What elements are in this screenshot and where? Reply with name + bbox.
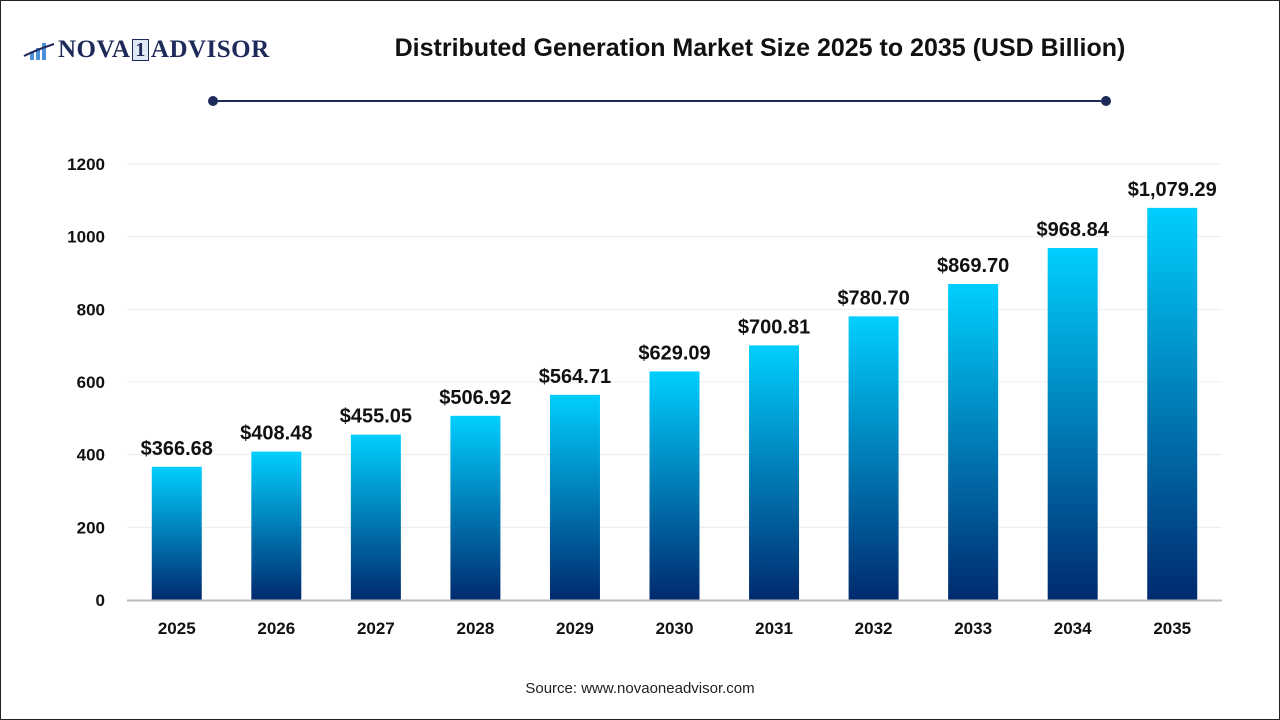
- bar: [151, 466, 202, 600]
- title-divider: [213, 100, 1106, 102]
- logo-bars-icon: [23, 43, 55, 60]
- y-tick-label: 1200: [67, 155, 105, 174]
- data-label: $564.71: [539, 366, 611, 388]
- logo-one: 1: [132, 39, 149, 61]
- x-tick-label: 2028: [456, 619, 494, 638]
- bar: [1047, 247, 1098, 600]
- x-tick-label: 2030: [656, 619, 694, 638]
- x-tick-label: 2031: [755, 619, 793, 638]
- x-tick-label: 2025: [158, 619, 196, 638]
- data-label: $1,079.29: [1128, 179, 1217, 201]
- x-tick-label: 2035: [1153, 619, 1191, 638]
- x-tick-label: 2034: [1054, 619, 1092, 638]
- data-label: $700.81: [738, 316, 810, 338]
- bar: [848, 316, 899, 600]
- data-label: $629.09: [638, 342, 710, 364]
- x-tick-label: 2033: [954, 619, 992, 638]
- logo-text: NOVA: [58, 36, 131, 63]
- x-tick-label: 2029: [556, 619, 594, 638]
- data-label: $408.48: [240, 423, 312, 445]
- bar: [649, 371, 700, 600]
- y-tick-label: 0: [96, 591, 105, 610]
- data-label: $455.05: [340, 406, 412, 428]
- y-tick-label: 400: [77, 446, 105, 465]
- divider-dot-left: [208, 96, 218, 106]
- source-note: Source: www.novaoneadvisor.com: [525, 680, 755, 697]
- bar: [549, 394, 600, 600]
- bar: [1147, 207, 1198, 600]
- x-tick-label: 2026: [257, 619, 295, 638]
- y-tick-label: 600: [77, 373, 105, 392]
- data-label: $366.68: [141, 438, 213, 460]
- data-label: $780.70: [837, 287, 909, 309]
- y-tick-label: 200: [77, 518, 105, 537]
- chart-title: Distributed Generation Market Size 2025 …: [394, 34, 1126, 62]
- bar: [350, 434, 401, 600]
- logo-text-2: ADVISOR: [150, 36, 270, 63]
- bar: [749, 345, 800, 600]
- bar: [948, 284, 999, 600]
- x-tick-label: 2027: [357, 619, 395, 638]
- x-tick-label: 2032: [855, 619, 893, 638]
- data-label: $968.84: [1037, 219, 1110, 241]
- y-tick-label: 1000: [67, 228, 105, 247]
- y-tick-label: 800: [77, 300, 105, 319]
- data-label: $869.70: [937, 255, 1009, 277]
- logo: NOVA 1 ADVISOR: [22, 36, 270, 64]
- bar: [450, 415, 501, 600]
- bar: [251, 451, 302, 600]
- data-label: $506.92: [439, 387, 511, 409]
- divider-dot-right: [1101, 96, 1111, 106]
